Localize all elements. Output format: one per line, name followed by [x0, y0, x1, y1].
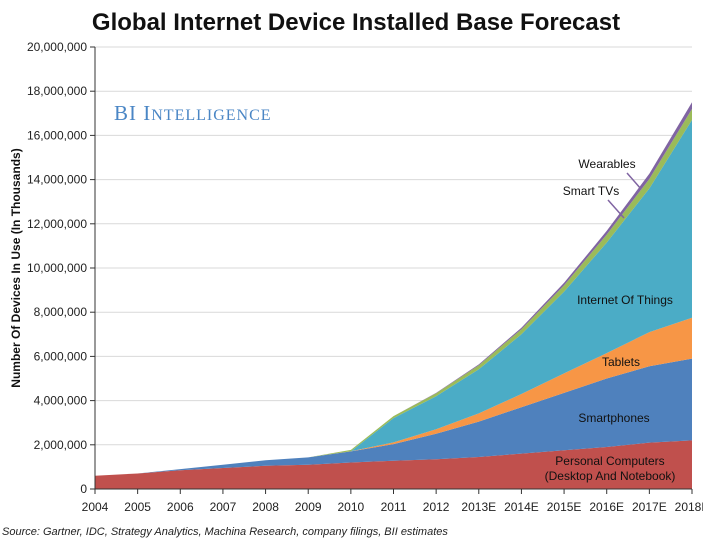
- source-note: Source: Gartner, IDC, Strategy Analytics…: [2, 526, 448, 538]
- x-tick-label: 2016E: [589, 500, 624, 514]
- x-tick-label: 2017E: [632, 500, 667, 514]
- y-tick-label: 10,000,000: [27, 261, 87, 275]
- x-tick-label: 2007: [210, 500, 237, 514]
- y-tick-label: 0: [80, 482, 87, 496]
- series-label-tablets: Tablets: [602, 355, 640, 369]
- y-tick-label: 12,000,000: [27, 217, 87, 231]
- x-tick-label: 2014E: [504, 500, 539, 514]
- y-tick-label: 18,000,000: [27, 84, 87, 98]
- series-label-smartphones: Smartphones: [578, 411, 649, 425]
- x-tick-label: 2013E: [461, 500, 496, 514]
- x-tick-label: 2008: [252, 500, 279, 514]
- area-series-2: [95, 317, 692, 476]
- y-tick-label: 14,000,000: [27, 173, 87, 187]
- area-series-0: [95, 440, 692, 489]
- area-series-1: [95, 358, 692, 476]
- y-tick-label: 2,000,000: [34, 438, 88, 452]
- area-series-3: [95, 119, 692, 476]
- y-tick-label: 20,000,000: [27, 40, 87, 54]
- smart-tvs-pointer: [607, 199, 625, 219]
- x-tick-label: 2005: [124, 500, 151, 514]
- brand-watermark: BI INTELLIGENCE: [114, 101, 272, 125]
- x-tick-label: 2004: [82, 500, 109, 514]
- y-tick-label: 8,000,000: [34, 305, 88, 319]
- x-tick-label: 2009: [295, 500, 322, 514]
- x-tick-label: 2015E: [547, 500, 582, 514]
- x-tick-label: 2012: [423, 500, 450, 514]
- y-tick-label: 16,000,000: [27, 128, 87, 142]
- series-label-iot: Internet Of Things: [577, 293, 673, 307]
- series-label-pc-line1: Personal Computers: [555, 454, 664, 468]
- series-label-wearables: Wearables: [578, 157, 635, 171]
- y-axis-label: Number Of Devices In Use (In Thousands): [9, 148, 23, 387]
- chart-title: Global Internet Device Installed Base Fo…: [92, 9, 620, 36]
- x-axis-ticks: 2004 2005 2006 2007 2008 2009 2010 2011 2012 2013…: [82, 489, 703, 514]
- y-tick-label: 6,000,000: [34, 349, 88, 363]
- gridlines: [95, 46, 692, 446]
- stacked-areas: [95, 102, 692, 489]
- series-label-smart-tvs: Smart TVs: [563, 184, 619, 198]
- x-tick-label: 2011: [381, 500, 407, 514]
- y-tick-label: 4,000,000: [34, 394, 88, 408]
- x-tick-label: 2018E: [675, 500, 703, 514]
- series-label-pc-line2: (Desktop And Notebook): [545, 469, 676, 483]
- y-axis-ticks: 0 2,000,000 4,000,000 6,000,000 8,000,000 10,…: [27, 40, 95, 496]
- wearables-pointer: [626, 172, 642, 190]
- x-tick-label: 2010: [338, 500, 365, 514]
- x-tick-label: 2006: [167, 500, 194, 514]
